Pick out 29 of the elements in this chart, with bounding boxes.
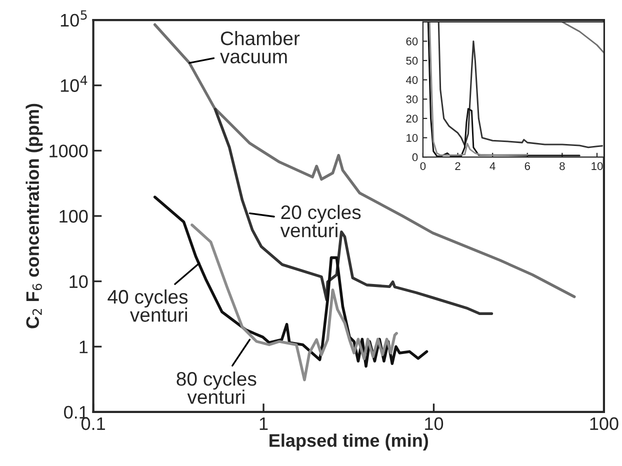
x-tick-label: 8: [560, 162, 565, 170]
y-tick-label: 100: [60, 210, 88, 223]
x-tick-label: 0: [420, 162, 426, 170]
y-tick-label: 40: [406, 76, 418, 84]
y-tick-label: 1000: [50, 144, 88, 158]
y-tick-label: 60: [406, 37, 418, 46]
y-tick-label: 1: [80, 340, 88, 354]
x-tick-label: 100: [590, 417, 618, 430]
y-tick-label: 10$^{4}$: [60, 76, 88, 92]
x-tick-label: 4: [490, 162, 496, 170]
x-tick-label: 2: [455, 162, 460, 170]
x-tick-label: 10: [592, 162, 603, 170]
y-tick-label: 10$^{5}$: [60, 10, 87, 27]
x-tick-label: 10: [425, 417, 444, 430]
y-tick-label: 30: [406, 95, 418, 104]
annotation: 40 cycles venturi: [108, 289, 188, 322]
y-tick-label: 0.1: [64, 406, 88, 419]
annotation: Chamber vacuum: [220, 30, 300, 64]
y-tick-label: 10: [406, 134, 418, 142]
y-tick-label: 20: [406, 114, 418, 123]
y-axis-title: C$_{2}$ F$_{6}$ concentration (ppm): [26, 104, 43, 328]
annotation: 80 cycles venturi: [176, 372, 256, 404]
y-tick-label: 50: [406, 56, 418, 65]
annotation: 20 cycles venturi: [280, 204, 361, 238]
x-tick-label: 1: [260, 417, 268, 430]
x-tick-label: 6: [524, 162, 530, 170]
y-tick-label: 10: [70, 275, 88, 288]
y-tick-label: 0: [412, 153, 418, 162]
x-axis-title: Elapsed time (min): [270, 434, 428, 450]
